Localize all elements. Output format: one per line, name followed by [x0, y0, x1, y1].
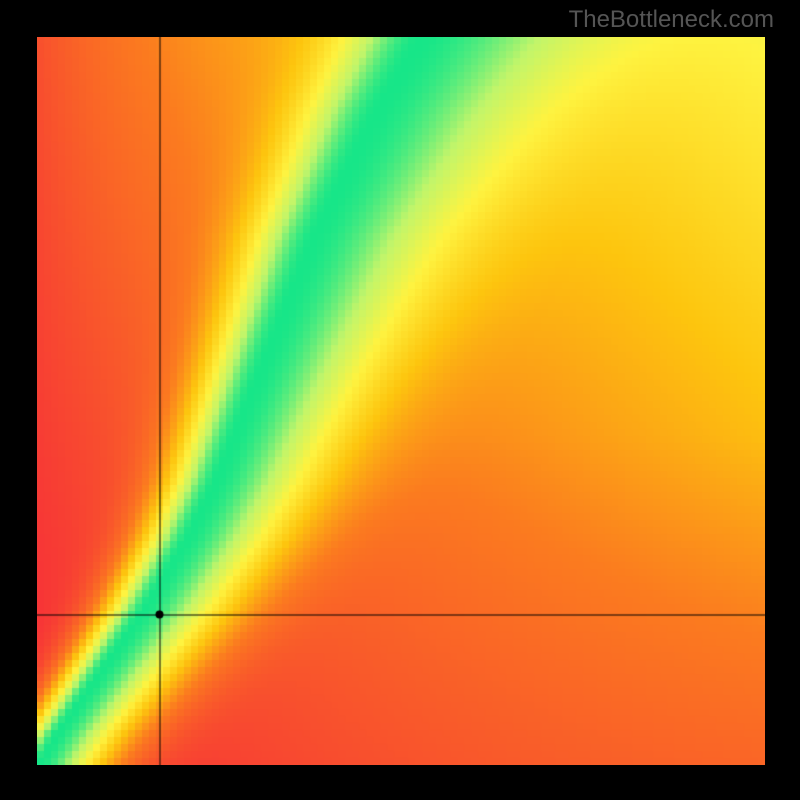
- watermark-text: TheBottleneck.com: [569, 6, 774, 34]
- image-container: TheBottleneck.com: [0, 0, 800, 800]
- bottleneck-heatmap: [37, 37, 765, 765]
